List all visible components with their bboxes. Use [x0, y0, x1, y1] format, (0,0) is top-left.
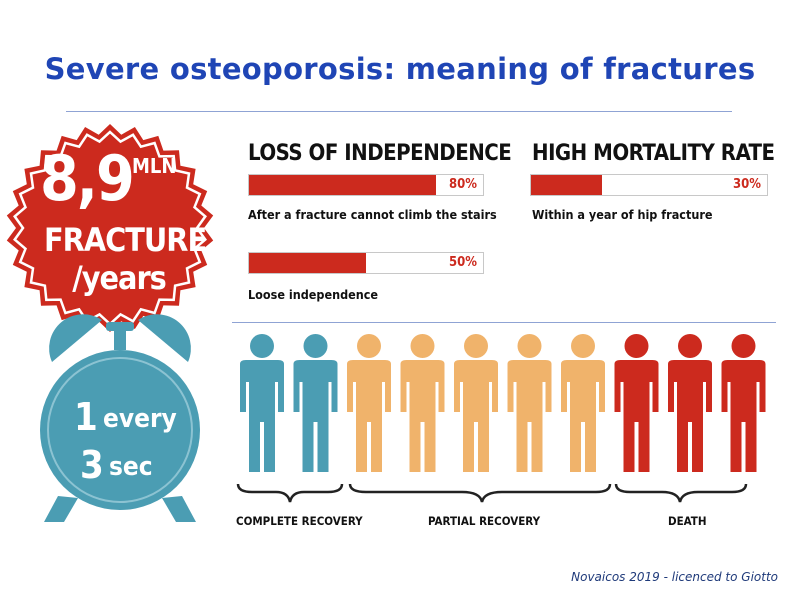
badge-line3: /years	[72, 259, 167, 297]
mortality-bar-fill	[531, 175, 602, 195]
mortality-bar-percent: 30%	[733, 177, 761, 192]
clock-line2-word: sec	[109, 452, 153, 482]
mortality-title: HIGH MORTALITY RATE	[532, 141, 775, 166]
clock-line1-word: every	[103, 404, 177, 434]
badge-line2: FRACTURE	[44, 221, 207, 259]
person-icon	[561, 334, 605, 472]
independence-bar-1: 80%	[248, 174, 484, 196]
mortality-bar: 30%	[530, 174, 768, 196]
group-label-partial-recovery: PARTIAL RECOVERY	[428, 514, 541, 528]
independence-bar-1-fill	[249, 175, 437, 195]
badge-unit: MLN	[132, 154, 177, 178]
person-icon	[721, 334, 766, 472]
group-label-complete-recovery: COMPLETE RECOVERY	[236, 514, 363, 528]
independence-bar-1-desc: After a fracture cannot climb the stairs	[248, 207, 497, 222]
mortality-bar-desc: Within a year of hip fracture	[532, 207, 713, 222]
person-icon	[454, 334, 498, 472]
independence-title: LOSS OF INDEPENDENCE	[248, 141, 512, 166]
person-icon	[347, 334, 391, 472]
independence-bar-2: 50%	[248, 252, 484, 274]
clock-line2-number: 3	[80, 443, 104, 487]
group-braces	[236, 483, 748, 503]
person-icon	[400, 334, 445, 472]
person-icon	[293, 334, 338, 472]
group-label-death: DEATH	[668, 514, 707, 528]
alarm-clock-icon	[40, 314, 200, 522]
people-figures	[240, 334, 766, 472]
independence-bar-1-percent: 80%	[449, 177, 477, 192]
title-divider	[66, 111, 732, 112]
person-icon	[240, 334, 284, 472]
person-icon	[507, 334, 552, 472]
independence-bar-2-percent: 50%	[449, 255, 477, 270]
clock-line1-number: 1	[74, 395, 98, 439]
person-icon	[614, 334, 659, 472]
independence-bar-2-desc: Loose independence	[248, 287, 379, 302]
person-icon	[668, 334, 712, 472]
section-divider	[232, 322, 776, 323]
credit-text: Novaicos 2019 - licenced to Giotto	[571, 570, 778, 584]
badge-number: 8,9	[40, 142, 135, 215]
page-title: Severe osteoporosis: meaning of fracture…	[44, 52, 756, 86]
independence-bar-2-fill	[249, 253, 366, 273]
